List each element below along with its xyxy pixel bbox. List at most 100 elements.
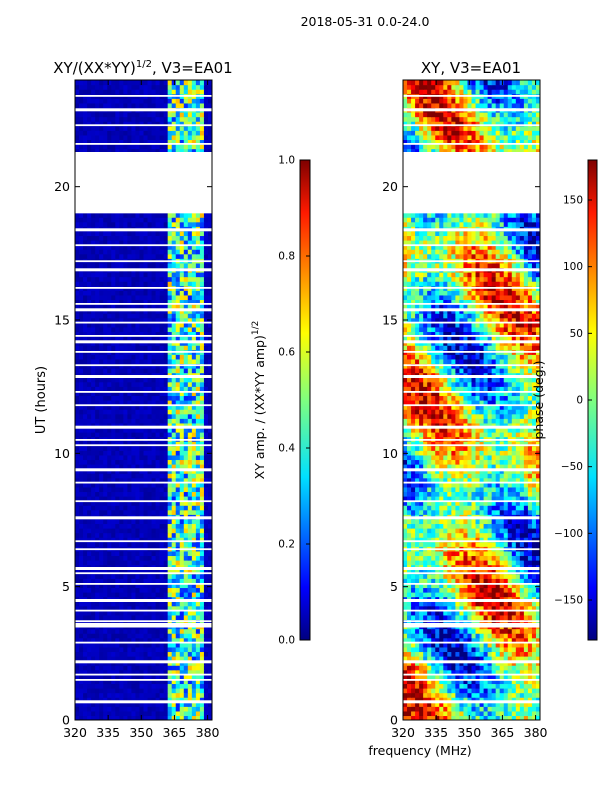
heatmap-cell: [187, 432, 193, 438]
heatmap-cell: [87, 98, 92, 104]
heatmap-cell: [199, 651, 205, 657]
heatmap-cell: [199, 532, 205, 538]
right-heatmap: [403, 80, 540, 720]
heatmap-cell: [155, 395, 161, 401]
heatmap-cell: [79, 550, 84, 557]
heatmap-cell: [87, 240, 92, 246]
heatmap-cell: [203, 637, 209, 643]
heatmap-cell: [435, 674, 440, 680]
heatmap-cell: [119, 683, 124, 689]
heatmap-cell: [187, 665, 193, 671]
heatmap-cell: [195, 582, 201, 589]
heatmap-cell: [75, 697, 80, 703]
heatmap-cell: [163, 569, 169, 575]
heatmap-cell: [151, 121, 157, 127]
heatmap-cell: [87, 656, 92, 662]
heatmap-cell: [111, 560, 116, 566]
heatmap-cell: [99, 281, 104, 287]
heatmap-cell: [143, 477, 149, 483]
heatmap-cell: [423, 710, 428, 717]
heatmap-cell: [143, 441, 149, 447]
heatmap-cell: [83, 80, 88, 86]
heatmap-cell: [131, 326, 137, 333]
heatmap-cell: [495, 715, 501, 720]
heatmap-cell: [467, 669, 473, 675]
heatmap-cell: [203, 354, 209, 360]
heatmap-cell: [75, 614, 80, 621]
flagged-row: [75, 625, 212, 628]
heatmap-cell: [199, 235, 205, 241]
heatmap-cell: [207, 102, 212, 109]
heatmap-cell: [207, 322, 212, 328]
heatmap-cell: [195, 313, 201, 319]
heatmap-cell: [135, 578, 141, 584]
heatmap-cell: [183, 272, 189, 278]
heatmap-cell: [447, 710, 452, 717]
heatmap-cell: [75, 313, 80, 319]
heatmap-cell: [155, 569, 161, 575]
heatmap-cell: [127, 692, 133, 698]
heatmap-cell: [179, 116, 185, 122]
heatmap-cell: [103, 217, 108, 223]
y-tick-label: 20: [54, 179, 70, 194]
heatmap-cell: [455, 669, 461, 675]
heatmap-cell: [535, 678, 540, 685]
heatmap-cell: [463, 674, 469, 680]
heatmap-cell: [187, 578, 193, 584]
heatmap-cell: [119, 651, 124, 657]
heatmap-cell: [147, 450, 153, 456]
heatmap-cell: [95, 89, 100, 95]
heatmap-cell: [183, 550, 189, 557]
heatmap-cell: [163, 683, 169, 689]
heatmap-cell: [523, 683, 529, 689]
heatmap-cell: [99, 317, 104, 323]
heatmap-cell: [95, 692, 100, 698]
heatmap-cell: [155, 400, 161, 406]
heatmap-cell: [143, 368, 149, 374]
heatmap-cell: [183, 432, 189, 438]
heatmap-cell: [79, 482, 84, 488]
heatmap-cell: [139, 331, 145, 337]
heatmap-cell: [159, 477, 165, 483]
heatmap-cell: [163, 710, 169, 717]
heatmap-cell: [139, 523, 145, 529]
heatmap-cell: [467, 674, 473, 680]
heatmap-cell: [483, 669, 489, 675]
heatmap-cell: [151, 454, 157, 461]
heatmap-cell: [191, 409, 197, 415]
heatmap-cell: [147, 692, 153, 698]
heatmap-cell: [91, 582, 96, 589]
heatmap-cell: [115, 345, 120, 351]
heatmap-cell: [83, 413, 88, 419]
heatmap-cell: [79, 390, 84, 397]
heatmap-cell: [151, 683, 157, 689]
heatmap-cell: [75, 276, 80, 282]
heatmap-cell: [111, 148, 116, 154]
heatmap-cell: [467, 651, 473, 657]
heatmap-cell: [79, 427, 84, 433]
heatmap-cell: [175, 144, 181, 150]
heatmap-cell: [207, 441, 212, 447]
heatmap-cell: [103, 336, 108, 342]
heatmap-cell: [107, 669, 112, 675]
heatmap-cell: [83, 541, 88, 547]
heatmap-cell: [451, 669, 456, 675]
heatmap-cell: [507, 697, 513, 703]
heatmap-cell: [143, 491, 149, 497]
heatmap-cell: [95, 555, 100, 561]
heatmap-cell: [191, 560, 197, 566]
heatmap-cell: [163, 395, 169, 401]
heatmap-cell: [155, 715, 161, 720]
heatmap-cell: [191, 614, 197, 621]
heatmap-cell: [119, 582, 124, 589]
heatmap-cell: [451, 715, 456, 720]
heatmap-cell: [99, 413, 104, 419]
heatmap-cell: [203, 578, 209, 584]
heatmap-cell: [75, 496, 80, 502]
heatmap-cell: [119, 322, 124, 328]
heatmap-cell: [167, 637, 173, 643]
flagged-row: [75, 244, 212, 247]
heatmap-cell: [179, 477, 185, 483]
heatmap-cell: [107, 537, 112, 543]
heatmap-cell: [135, 450, 141, 456]
